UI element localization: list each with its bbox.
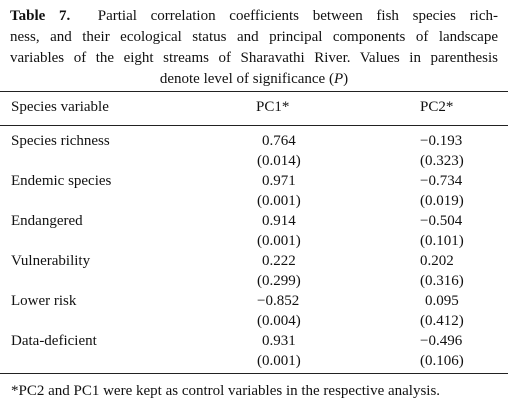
table-footnote: *PC2 and PC1 were kept as control variab… xyxy=(11,383,441,399)
top-rule xyxy=(0,91,508,92)
pc1-value: 0.914 xyxy=(262,213,296,229)
header-rule xyxy=(0,125,508,126)
caption-close-paren: ) xyxy=(343,71,349,87)
table-row: Vulnerability 0.222 (0.299) 0.202 (0.316… xyxy=(0,251,508,291)
table-row: Endangered 0.914 (0.001) −0.504 (0.101) xyxy=(0,211,508,251)
table-row: Data-deficient 0.931 (0.001) −0.496 (0.1… xyxy=(0,331,508,371)
pc1-value: −0.852 xyxy=(257,293,300,309)
caption-line-3: variables of the eight streams of Sharav… xyxy=(10,50,498,66)
significance-symbol: P xyxy=(333,71,344,87)
caption-line-2: ness, and their ecological status and pr… xyxy=(10,29,498,45)
pc1-significance: (0.001) xyxy=(257,193,301,209)
pc2-value: −0.504 xyxy=(420,213,463,229)
table-row: Species richness 0.764 (0.014) −0.193 (0… xyxy=(0,131,508,171)
pc1-value: 0.764 xyxy=(262,133,296,149)
pc2-value: −0.496 xyxy=(420,333,463,349)
pc2-significance: (0.316) xyxy=(420,273,464,289)
row-name: Endangered xyxy=(11,213,83,229)
pc1-significance: (0.004) xyxy=(257,313,301,329)
pc2-value: −0.193 xyxy=(420,133,463,149)
caption-text-4: denote level of significance ( xyxy=(159,71,334,87)
table-caption: Table 7. Partial correlation coefficient… xyxy=(10,6,498,90)
row-name: Vulnerability xyxy=(11,253,91,269)
row-name: Data-deficient xyxy=(11,333,97,349)
row-name: Species richness xyxy=(11,133,110,149)
header-pc2: PC2* xyxy=(420,99,454,115)
pc1-value: 0.971 xyxy=(262,173,296,189)
table-row: Endemic species 0.971 (0.001) −0.734 (0.… xyxy=(0,171,508,211)
row-name: Endemic species xyxy=(11,173,112,189)
pc2-value: 0.095 xyxy=(425,293,459,309)
pc2-significance: (0.323) xyxy=(420,153,464,169)
pc1-significance: (0.014) xyxy=(257,153,301,169)
pc2-significance: (0.412) xyxy=(420,313,464,329)
pc1-value: 0.222 xyxy=(262,253,296,269)
caption-line-1: Table 7. Partial correlation coefficient… xyxy=(10,6,498,27)
pc1-significance: (0.299) xyxy=(257,273,301,289)
pc2-value: −0.734 xyxy=(420,173,463,189)
pc2-value: 0.202 xyxy=(420,253,454,269)
caption-line-4: denote level of significance (P) xyxy=(10,69,498,90)
header-species-variable: Species variable xyxy=(11,99,109,115)
bottom-rule xyxy=(0,373,508,374)
pc2-significance: (0.101) xyxy=(420,233,464,249)
caption-text-1: Partial correlation coefficients between… xyxy=(97,8,499,24)
pc1-value: 0.931 xyxy=(262,333,296,349)
table-label: Table 7. xyxy=(10,8,71,24)
row-name: Lower risk xyxy=(11,293,77,309)
pc1-significance: (0.001) xyxy=(257,233,301,249)
pc1-significance: (0.001) xyxy=(257,353,301,369)
pc2-significance: (0.019) xyxy=(420,193,464,209)
table-row: Lower risk −0.852 (0.004) 0.095 (0.412) xyxy=(0,291,508,331)
pc2-significance: (0.106) xyxy=(420,353,464,369)
header-pc1: PC1* xyxy=(256,99,290,115)
